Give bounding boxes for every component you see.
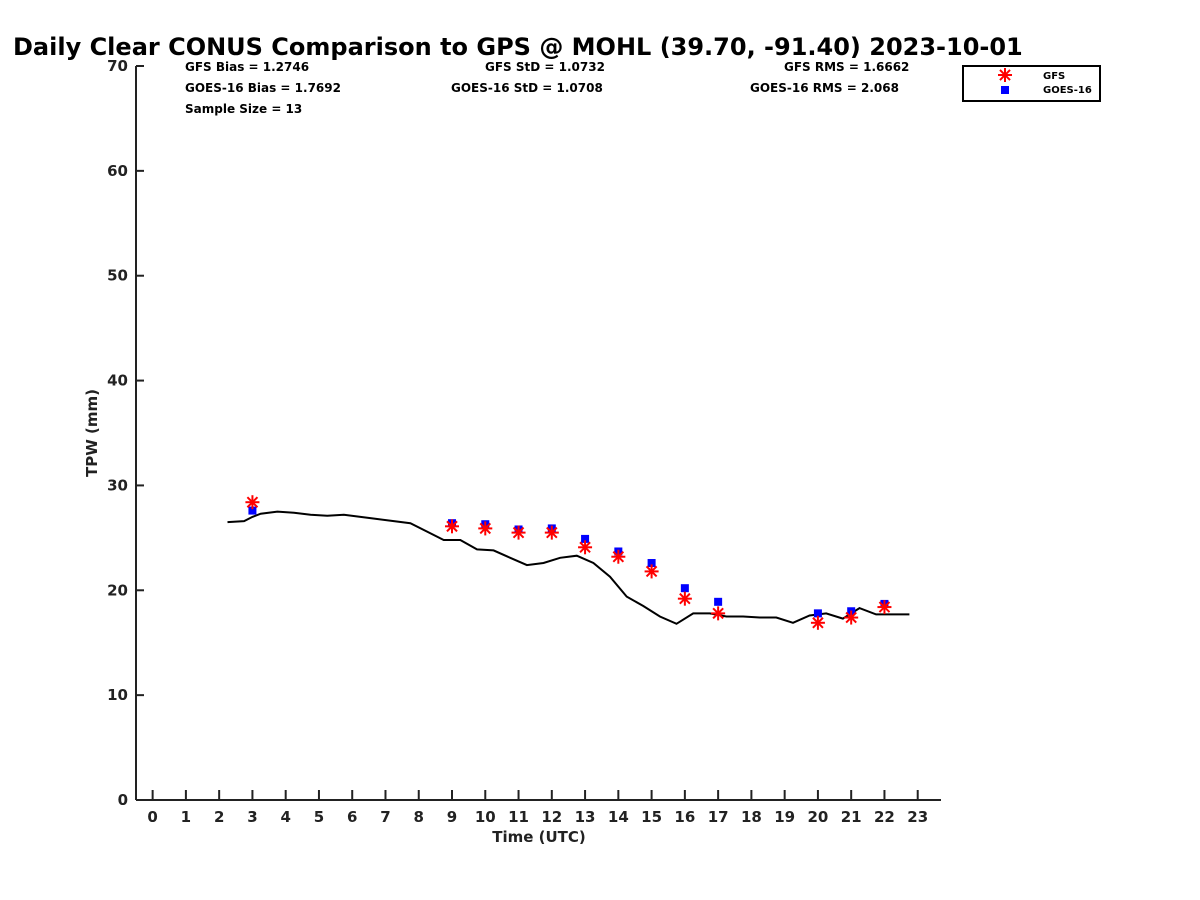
x-tick-label: 19	[774, 808, 795, 826]
x-tick-label: 20	[807, 808, 828, 826]
y-tick-label: 10	[107, 686, 128, 704]
x-tick-label: 10	[475, 808, 496, 826]
gfs-point	[644, 564, 659, 579]
asterisk-stroke	[446, 520, 458, 533]
axes	[135, 66, 941, 801]
asterisk-stroke	[546, 526, 558, 539]
y-tick-label: 50	[107, 267, 128, 285]
gfs-point	[445, 519, 460, 534]
asterisk-stroke	[878, 601, 891, 613]
x-tick-label: 17	[708, 808, 729, 826]
gfs-point	[844, 610, 859, 625]
asterisk-stroke	[812, 617, 824, 629]
x-tick-label: 5	[314, 808, 324, 826]
x-ticks: 0 1 2 3 4 5 6 7 8 9 10 11 12 13 14 15 16 17 18 19 20 21 22 23	[147, 790, 928, 826]
gfs-point	[578, 540, 593, 555]
x-tick-label: 16	[674, 808, 695, 826]
gfs-point	[877, 600, 892, 615]
legend-box	[962, 65, 1101, 102]
gfs-point	[677, 591, 692, 606]
y-ticks: 0 10 20 30 40 50 60 70	[107, 57, 144, 809]
x-tick-label: 4	[280, 808, 290, 826]
x-tick-label: 8	[414, 808, 424, 826]
x-tick-label: 7	[380, 808, 390, 826]
gfs-point	[611, 549, 626, 564]
asterisk-stroke	[612, 550, 625, 563]
asterisk-stroke	[579, 541, 591, 554]
gfs-point	[810, 615, 825, 630]
gfs-point	[711, 606, 726, 621]
goes16-point	[714, 597, 723, 606]
y-tick-label: 70	[107, 57, 128, 75]
chart-title: Daily Clear CONUS Comparison to GPS @ MO…	[13, 33, 1023, 61]
legend-gfs-asterisk	[998, 68, 1012, 82]
asterisk-stroke	[512, 526, 525, 539]
goes-std-label: GOES-16 StD = 1.0708	[451, 81, 603, 95]
goes16-point	[248, 506, 257, 515]
gfs-point	[478, 521, 493, 536]
x-tick-label: 14	[608, 808, 629, 826]
x-tick-label: 13	[575, 808, 596, 826]
legend-goes-square-icon	[1001, 86, 1009, 94]
asterisk-stroke	[479, 522, 492, 535]
legend-gfs-asterisk-icon	[998, 68, 1012, 82]
goes16-point	[647, 559, 656, 568]
x-tick-label: 12	[541, 808, 562, 826]
x-tick-label: 23	[907, 808, 928, 826]
gfs-point	[245, 495, 260, 510]
x-tick-label: 18	[741, 808, 762, 826]
goes-rms-label: GOES-16 RMS = 2.068	[750, 81, 899, 95]
sample-size-label: Sample Size = 13	[185, 102, 302, 116]
y-tick-label: 40	[107, 372, 128, 390]
gfs-rms-label: GFS RMS = 1.6662	[784, 60, 909, 74]
stats-block: GFS Bias = 1.2746 GFS StD = 1.0732 GFS R…	[185, 60, 909, 116]
gfs-std-label: GFS StD = 1.0732	[485, 60, 605, 74]
x-tick-label: 3	[247, 808, 257, 826]
x-tick-label: 15	[641, 808, 662, 826]
x-tick-label: 0	[147, 808, 157, 826]
asterisk-stroke	[845, 611, 857, 624]
gfs-point	[544, 525, 559, 540]
gfs-point	[511, 525, 526, 540]
goes16-point	[680, 584, 689, 593]
goes16-point	[581, 534, 590, 543]
x-tick-label: 9	[447, 808, 457, 826]
y-tick-label: 30	[107, 476, 128, 494]
goes-bias-label: GOES-16 Bias = 1.7692	[185, 81, 341, 95]
legend-gfs-label: GFS	[1043, 71, 1065, 82]
x-tick-label: 2	[214, 808, 224, 826]
y-tick-label: 60	[107, 162, 128, 180]
gfs-bias-label: GFS Bias = 1.2746	[185, 60, 309, 74]
x-tick-label: 21	[841, 808, 862, 826]
asterisk-stroke	[999, 69, 1011, 81]
x-tick-label: 1	[181, 808, 191, 826]
x-tick-label: 22	[874, 808, 895, 826]
series-layer	[227, 495, 910, 630]
y-axis-label: TPW (mm)	[83, 389, 101, 477]
x-axis-label: Time (UTC)	[492, 828, 586, 846]
legend: GFS GOES-16	[962, 65, 1101, 102]
goes16-point	[813, 609, 822, 618]
x-tick-label: 6	[347, 808, 357, 826]
y-tick-label: 20	[107, 581, 128, 599]
asterisk-stroke	[712, 607, 724, 620]
gps-tpw-line	[227, 510, 910, 625]
asterisk-stroke	[679, 592, 691, 605]
asterisk-stroke	[246, 496, 259, 508]
x-tick-label: 11	[508, 808, 529, 826]
asterisk-stroke	[645, 565, 658, 578]
legend-goes-label: GOES-16	[1043, 85, 1092, 96]
y-tick-label: 0	[118, 791, 128, 809]
